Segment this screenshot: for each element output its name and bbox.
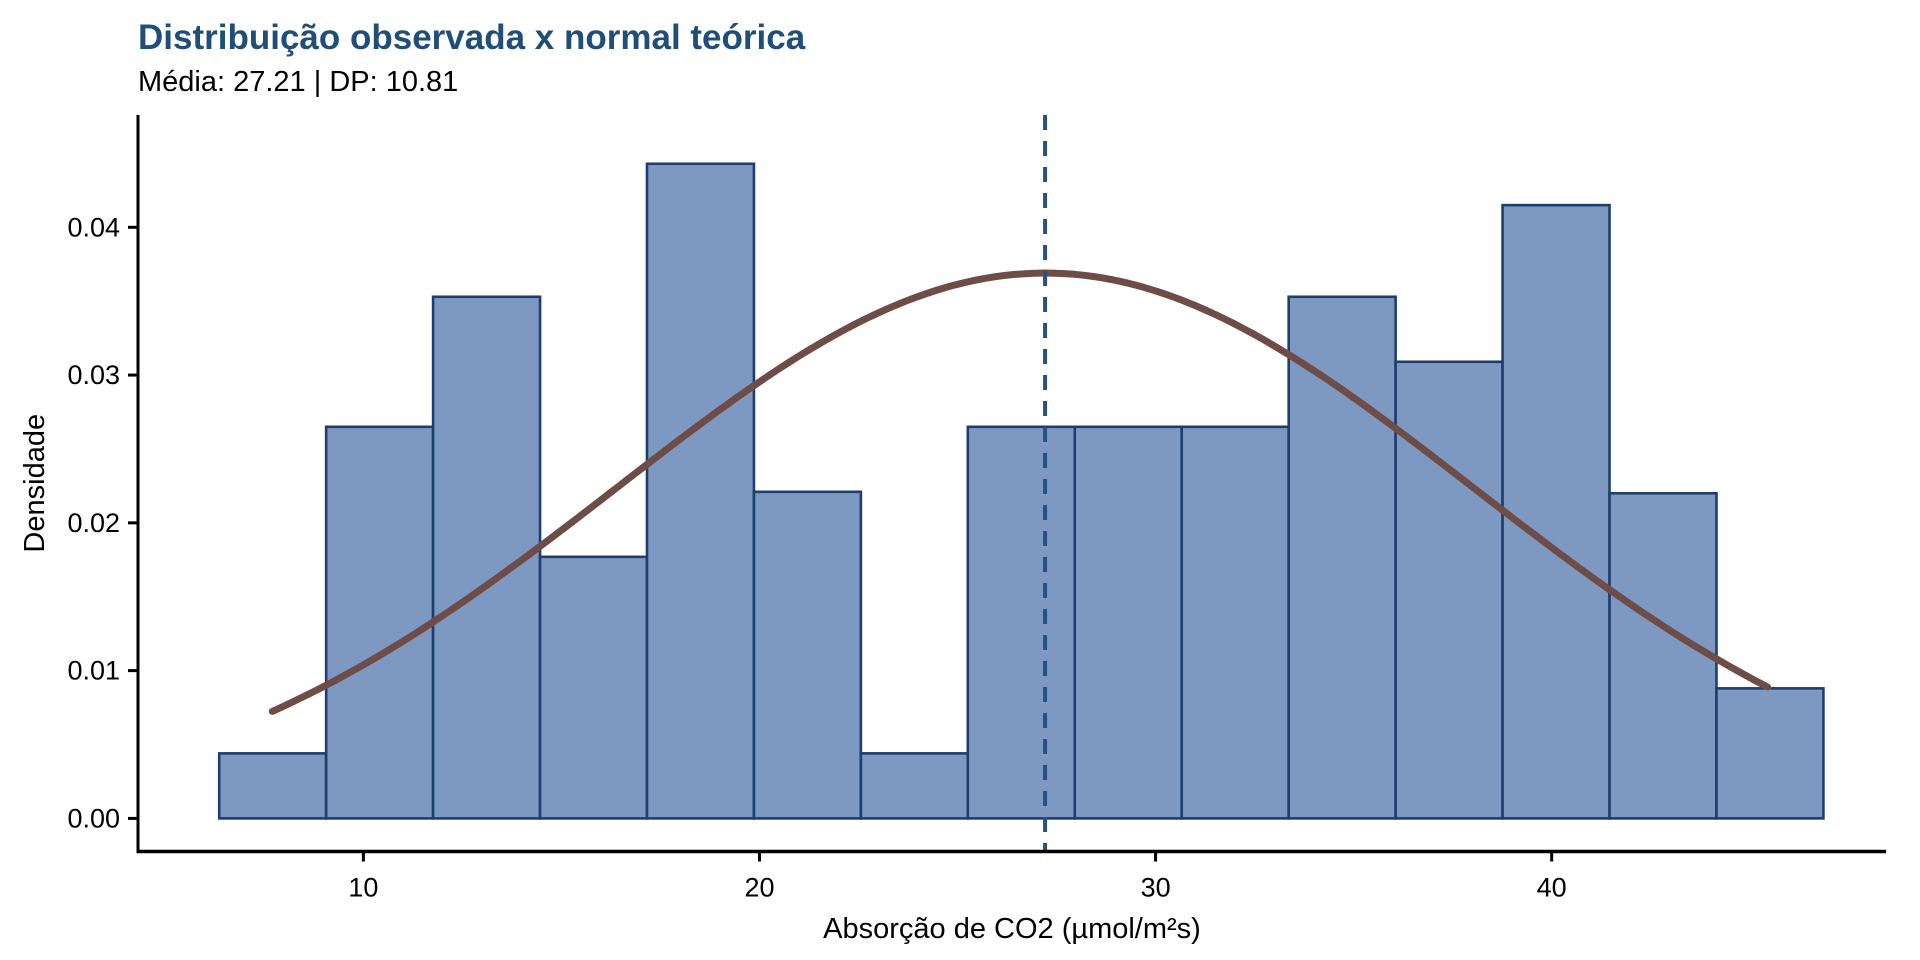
y-tick-label: 0.03 [67,360,120,390]
histogram-bar [538,555,649,820]
x-tick-label: 20 [744,873,774,903]
histogram-bar [1501,203,1611,820]
chart-title: Distribuição observada x normal teórica [138,18,806,57]
histogram-bar [1287,295,1397,820]
y-tick-label: 0.04 [67,212,120,242]
histogram-bar [859,752,970,820]
histogram-bar [966,425,1077,820]
histogram-bar [324,425,435,820]
y-tick-label: 0.02 [67,508,120,538]
histogram-bar [1394,360,1504,820]
normal-curve [268,269,1772,715]
histogram-bar [1715,687,1825,820]
x-tick-label: 30 [1141,873,1171,903]
x-axis-title: Absorção de CO2 (µmol/m²s) [823,913,1201,945]
histogram-bar [1073,425,1184,820]
histogram-bar [217,752,328,820]
y-axis-title: Densidade [19,414,51,553]
x-tick-label: 10 [348,873,378,903]
histogram-bar [1180,425,1290,820]
chart-subtitle: Média: 27.21 | DP: 10.81 [138,66,459,98]
histogram-bar [645,162,756,820]
histogram-bar [1608,491,1718,820]
histogram-bar [752,490,863,820]
x-tick-label: 40 [1537,873,1567,903]
y-tick-label: 0.00 [67,803,120,833]
y-tick-label: 0.01 [67,656,120,686]
